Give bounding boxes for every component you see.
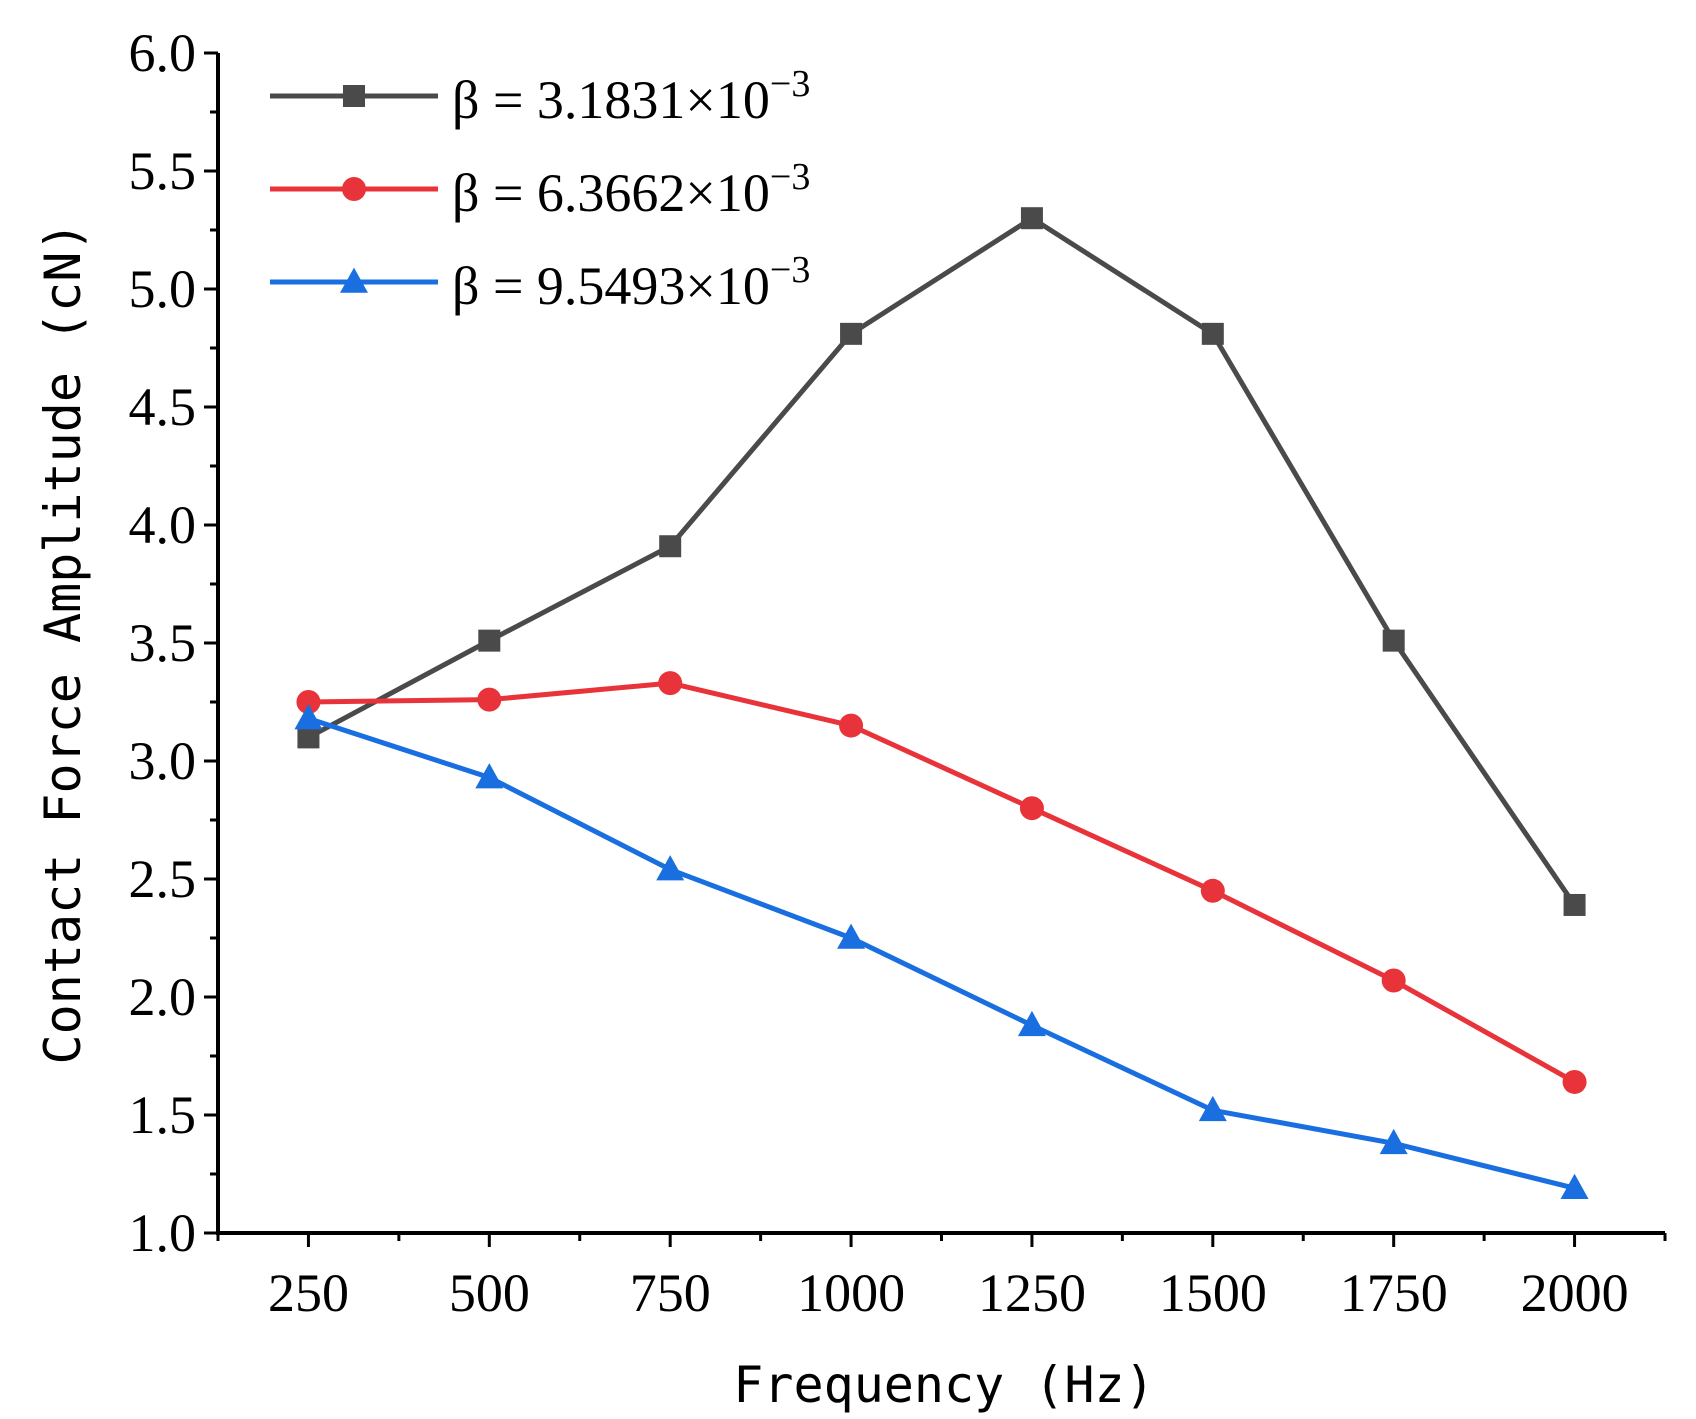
data-point-square — [840, 322, 863, 345]
legend-marker-circle — [342, 177, 366, 201]
legend-item: β = 9.5493×10−3 — [270, 249, 810, 316]
y-tick-label: 6.0 — [129, 23, 197, 83]
data-point-circle — [296, 690, 321, 714]
y-tick-label: 1.0 — [129, 1203, 197, 1263]
data-point-circle — [1381, 968, 1406, 993]
y-tick-label: 3.0 — [129, 731, 197, 791]
y-tick-label: 3.5 — [129, 613, 197, 673]
data-point-triangle — [837, 923, 866, 949]
data-point-circle — [1562, 1069, 1587, 1094]
data-point-circle — [1019, 796, 1044, 821]
y-tick-label: 4.5 — [129, 377, 197, 437]
data-point-circle — [839, 713, 864, 738]
data-point-triangle — [475, 763, 504, 789]
x-tick-label: 250 — [268, 1263, 349, 1323]
data-point-square — [478, 629, 501, 652]
series-layer — [294, 207, 1589, 1199]
y-ticks: 1.0 1.5 2.0 2.5 3.0 3.5 4.0 4.5 5.0 5.5 6.0 — [129, 23, 218, 1263]
legend-item: β = 6.3662×10−3 — [270, 156, 810, 223]
legend-marker-triangle — [340, 267, 368, 293]
x-axis-title: Frequency (Hz) — [733, 1356, 1154, 1414]
x-tick-label: 2000 — [1521, 1263, 1629, 1323]
legend-marker-square — [343, 85, 365, 107]
data-point-triangle — [1017, 1010, 1046, 1037]
data-point-square — [1201, 322, 1224, 345]
axes — [216, 53, 1665, 1235]
series-line — [308, 680, 1576, 1085]
y-tick-label: 5.0 — [129, 259, 197, 319]
series-1 — [297, 207, 1586, 916]
data-point-triangle — [1198, 1095, 1227, 1122]
data-point-triangle — [1560, 1173, 1589, 1199]
series-line — [307, 215, 1577, 907]
y-tick-label: 5.5 — [129, 141, 197, 201]
x-tick-label: 1750 — [1340, 1263, 1448, 1323]
data-point-triangle — [656, 855, 685, 881]
x-tick-label: 500 — [449, 1263, 530, 1323]
x-ticks: 250 500 750 1000 1250 1500 1750 2000 — [216, 1233, 1667, 1323]
data-point-square — [1382, 629, 1405, 652]
data-point-circle — [658, 671, 683, 696]
data-point-triangle — [1379, 1128, 1408, 1155]
data-point-circle — [1200, 878, 1225, 903]
y-tick-label: 2.0 — [129, 967, 197, 1027]
data-point-square — [1020, 207, 1043, 230]
series-2 — [296, 671, 1587, 1094]
y-tick-label: 4.0 — [129, 495, 197, 555]
x-tick-label: 1250 — [978, 1263, 1086, 1323]
legend-item: β = 3.1831×10−3 — [270, 63, 810, 130]
data-point-triangle — [294, 704, 323, 730]
x-tick-label: 1000 — [797, 1263, 905, 1323]
legend: β = 3.1831×10−3 β = 6.3662×10−3 β = 9.5493… — [270, 63, 810, 316]
data-point-square — [1563, 893, 1586, 916]
legend-label: β = 9.5493×10−3 — [452, 249, 810, 316]
legend-label: β = 3.1831×10−3 — [452, 63, 810, 130]
data-point-square — [297, 726, 320, 749]
y-tick-label: 1.5 — [129, 1085, 197, 1145]
series-3 — [294, 704, 1589, 1199]
legend-label: β = 6.3662×10−3 — [452, 156, 810, 223]
data-point-circle — [477, 687, 502, 712]
data-point-square — [659, 535, 682, 558]
series-line — [307, 716, 1576, 1191]
x-tick-label: 1500 — [1159, 1263, 1267, 1323]
y-tick-label: 2.5 — [129, 849, 197, 909]
x-tick-label: 750 — [630, 1263, 711, 1323]
y-axis-title: Contact Force Amplitude (cN) — [34, 222, 92, 1065]
